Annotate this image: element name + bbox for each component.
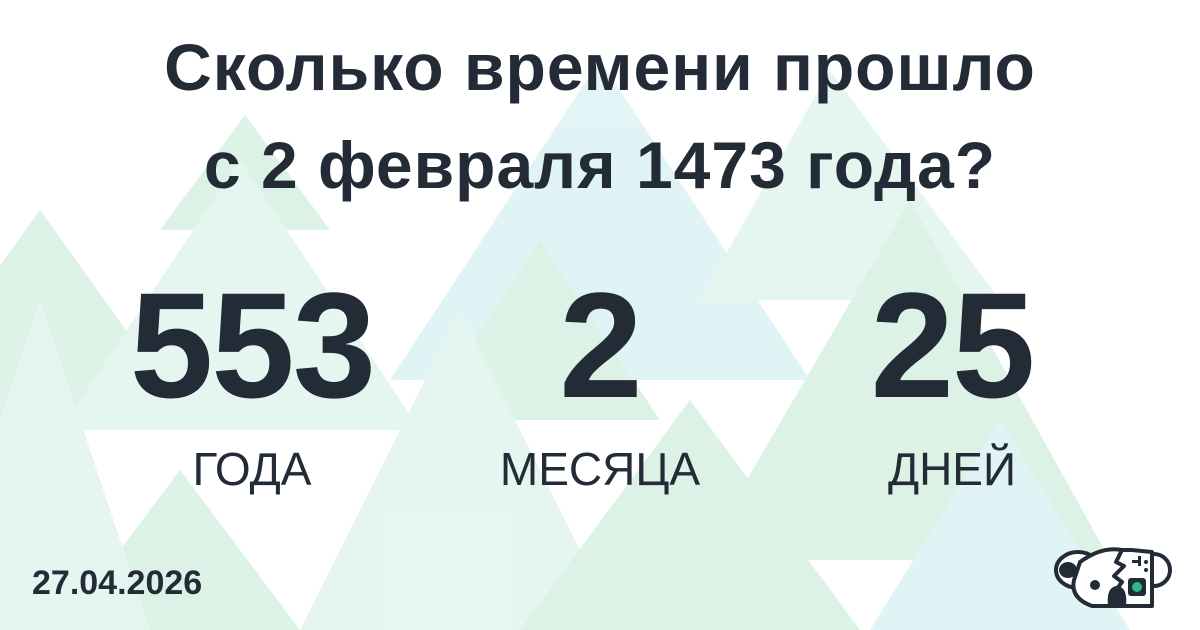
title-line-2: с 2 февраля 1473 года? [203, 128, 997, 202]
days-label: ДНЕЙ [887, 443, 1017, 495]
koala-robot-logo-icon [1054, 547, 1172, 608]
years-label: ГОДА [192, 443, 312, 495]
years-value: 553 [129, 261, 376, 429]
days-value: 25 [870, 261, 1036, 429]
months-label: МЕСЯЦА [499, 443, 701, 495]
months-value: 2 [559, 261, 642, 429]
current-date: 27.04.2026 [32, 564, 203, 602]
title-line-1: Сколько времени прошло [164, 30, 1036, 104]
